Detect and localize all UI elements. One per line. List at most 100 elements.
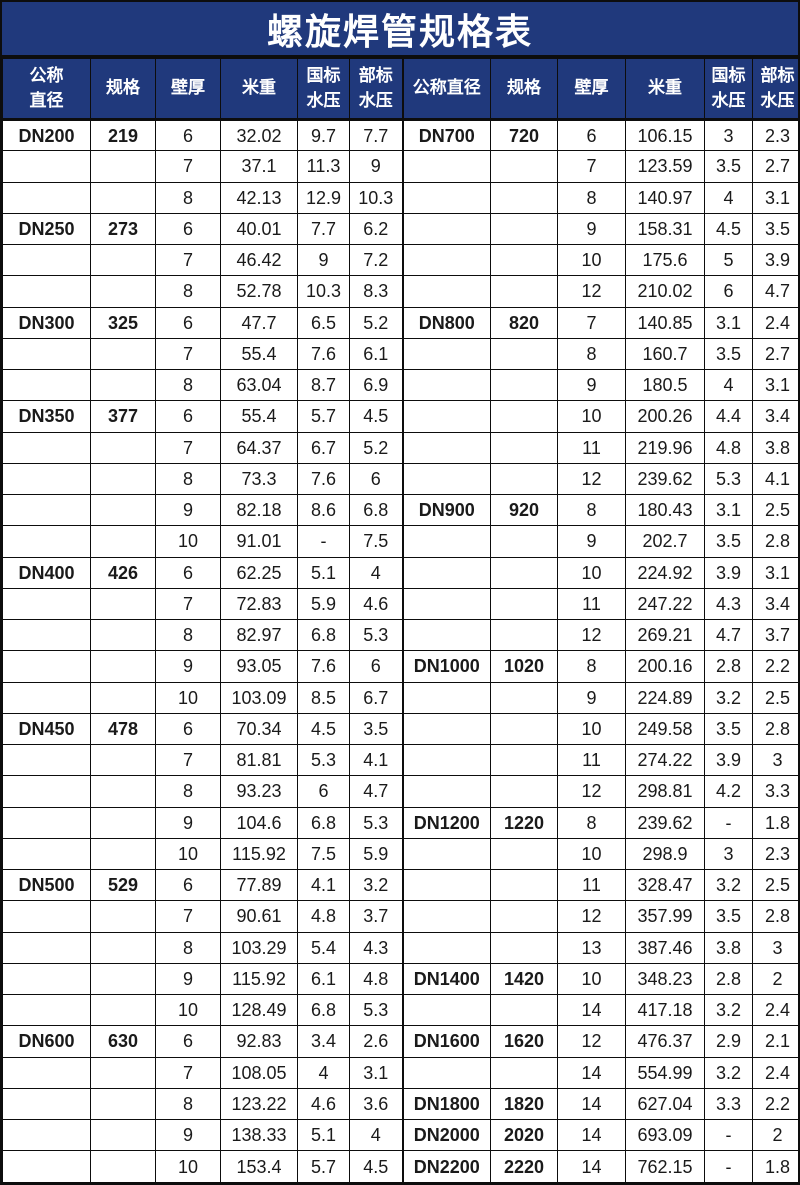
cell-nominal-diameter-right <box>401 181 491 214</box>
cell-wall-thickness-left: 6 <box>155 306 221 339</box>
cell-wall-thickness-left: 9 <box>155 806 221 839</box>
cell-wall-thickness-right: 12 <box>557 275 626 308</box>
cell-mb-water-pressure-right: 4.7 <box>752 275 798 308</box>
cell-wall-thickness-right: 9 <box>557 212 626 246</box>
cell-mb-water-pressure-right: 2.5 <box>752 868 798 902</box>
cell-gb-water-pressure-right: 2.8 <box>704 962 753 996</box>
cell-spec-right <box>490 743 558 777</box>
cell-gb-water-pressure-right: 3.1 <box>704 493 753 527</box>
cell-mb-water-pressure-left: 4.6 <box>349 587 403 621</box>
cell-gb-water-pressure-left: 4.1 <box>297 868 350 902</box>
cell-wall-thickness-right: 7 <box>557 150 626 183</box>
cell-spec-right <box>490 712 558 746</box>
cell-nominal-diameter-right <box>401 868 491 902</box>
cell-meter-weight-left: 55.4 <box>220 400 298 433</box>
cell-gb-water-pressure-right: 5 <box>704 243 753 277</box>
table-row: 7 37.1 11.3 9 7 123.59 3.5 2.7 <box>2 150 798 183</box>
cell-spec-right <box>490 212 558 246</box>
cell-wall-thickness-right: 10 <box>557 712 626 746</box>
table-row: 8 52.78 10.3 8.3 12 210.02 6 4.7 <box>2 275 798 308</box>
cell-mb-water-pressure-left: 6.9 <box>349 368 403 402</box>
cell-mb-water-pressure-right: 3.8 <box>752 431 798 464</box>
cell-gb-water-pressure-left: 3.4 <box>297 1025 350 1058</box>
cell-mb-water-pressure-left: 5.2 <box>349 431 403 464</box>
cell-wall-thickness-right: 14 <box>557 1087 626 1121</box>
cell-gb-water-pressure-left: 4 <box>297 1056 350 1089</box>
cell-spec-right <box>490 243 558 277</box>
cell-nominal-diameter-left <box>2 150 91 183</box>
cell-spec-left <box>90 337 156 371</box>
table-body: DN200 219 6 32.02 9.7 7.7 DN700 720 6 106.15 3 2.3 7… <box>2 118 798 1183</box>
page-title: 螺旋焊管规格表 <box>2 2 798 58</box>
cell-wall-thickness-right: 10 <box>557 243 626 277</box>
cell-gb-water-pressure-left: 4.6 <box>297 1087 350 1121</box>
cell-meter-weight-left: 115.92 <box>220 962 298 996</box>
cell-nominal-diameter-left <box>2 650 91 683</box>
cell-mb-water-pressure-left: 8.3 <box>349 275 403 308</box>
cell-meter-weight-left: 153.4 <box>220 1150 298 1183</box>
cell-meter-weight-right: 180.43 <box>625 493 705 527</box>
cell-meter-weight-right: 123.59 <box>625 150 705 183</box>
cell-gb-water-pressure-left: 5.3 <box>297 743 350 777</box>
table-row: 9 138.33 5.1 4 DN2000 2020 14 693.09-2 <box>2 1118 798 1152</box>
cell-spec-right <box>490 1056 558 1089</box>
cell-spec-left <box>90 462 156 496</box>
cell-spec-left: 529 <box>90 868 156 902</box>
table-row: 8 103.29 5.4 4.3 13 387.46 3.8 3 <box>2 931 798 964</box>
cell-spec-right <box>490 462 558 496</box>
cell-wall-thickness-right: 11 <box>557 431 626 464</box>
cell-wall-thickness-right: 14 <box>557 993 626 1027</box>
cell-spec-right <box>490 181 558 214</box>
col-header-gb-water-pressure-right: 国标 水压 <box>704 58 753 121</box>
cell-wall-thickness-right: 10 <box>557 837 626 871</box>
cell-nominal-diameter-left <box>2 181 91 214</box>
cell-wall-thickness-right: 10 <box>557 962 626 996</box>
cell-meter-weight-right: 219.96 <box>625 431 705 464</box>
cell-mb-water-pressure-left: 5.2 <box>349 306 403 339</box>
cell-mb-water-pressure-left: 4 <box>349 556 403 589</box>
cell-nominal-diameter-left <box>2 1118 91 1152</box>
cell-meter-weight-left: 82.97 <box>220 618 298 652</box>
col-header-meter-weight-left: 米重 <box>220 58 298 121</box>
table-row: DN500 529 6 77.89 4.1 3.2 11 328.47 3.2 2.5 <box>2 868 798 902</box>
cell-mb-water-pressure-right: 2.2 <box>752 650 798 683</box>
cell-gb-water-pressure-left: 6.8 <box>297 618 350 652</box>
cell-meter-weight-left: 77.89 <box>220 868 298 902</box>
cell-mb-water-pressure-left: 4.8 <box>349 962 403 996</box>
cell-gb-water-pressure-left: 6.5 <box>297 306 350 339</box>
header-row: 公称 直径 规格 壁厚 米重 国标 水压 部标 水压 公称直径 规格 壁厚 米重 国标 水压 部标 水… <box>2 58 798 121</box>
cell-meter-weight-left: 46.42 <box>220 243 298 277</box>
table-row: 7 64.37 6.7 5.2 11 219.96 4.8 3.8 <box>2 431 798 464</box>
cell-wall-thickness-right: 11 <box>557 868 626 902</box>
cell-gb-water-pressure-left: 7.7 <box>297 212 350 246</box>
cell-nominal-diameter-left <box>2 806 91 839</box>
cell-meter-weight-left: 93.05 <box>220 650 298 683</box>
cell-nominal-diameter-right <box>401 587 491 621</box>
cell-meter-weight-right: 298.81 <box>625 775 705 808</box>
cell-meter-weight-right: 298.9 <box>625 837 705 871</box>
cell-mb-water-pressure-left: 5.3 <box>349 618 403 652</box>
cell-gb-water-pressure-left: 10.3 <box>297 275 350 308</box>
cell-mb-water-pressure-left: 3.5 <box>349 712 403 746</box>
cell-gb-water-pressure-left: - <box>297 525 350 558</box>
cell-nominal-diameter-left: DN400 <box>2 556 91 589</box>
cell-mb-water-pressure-left: 4.5 <box>349 400 403 433</box>
cell-gb-water-pressure-right: 3.5 <box>704 337 753 371</box>
cell-spec-left <box>90 837 156 871</box>
cell-mb-water-pressure-right: 1.8 <box>752 806 798 839</box>
cell-gb-water-pressure-right: 3 <box>704 837 753 871</box>
cell-spec-left <box>90 743 156 777</box>
cell-gb-water-pressure-left: 7.6 <box>297 462 350 496</box>
cell-gb-water-pressure-right: - <box>704 1118 753 1152</box>
cell-spec-left <box>90 275 156 308</box>
cell-gb-water-pressure-right: - <box>704 806 753 839</box>
cell-mb-water-pressure-right: 2.3 <box>752 837 798 871</box>
col-header-mb-water-pressure-left: 部标 水压 <box>349 58 403 121</box>
cell-nominal-diameter-right <box>401 775 491 808</box>
cell-meter-weight-left: 32.02 <box>220 118 298 152</box>
cell-spec-right <box>490 837 558 871</box>
cell-meter-weight-right: 180.5 <box>625 368 705 402</box>
cell-nominal-diameter-right <box>401 400 491 433</box>
cell-nominal-diameter-left: DN250 <box>2 212 91 246</box>
cell-wall-thickness-left: 6 <box>155 556 221 589</box>
